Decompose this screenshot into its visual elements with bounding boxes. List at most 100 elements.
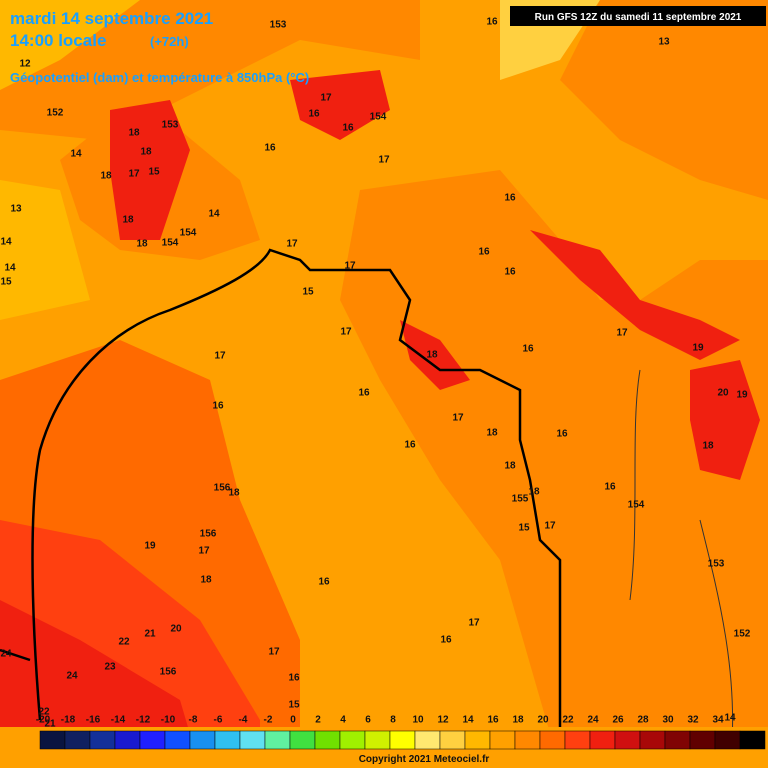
scale-swatch <box>114 730 141 750</box>
temperature-label: 17 <box>452 413 464 424</box>
temperature-label: 20 <box>170 624 182 635</box>
hot-region <box>110 100 190 240</box>
scale-swatch <box>489 730 516 750</box>
temperature-label: 22 <box>38 707 50 718</box>
temperature-label: 18 <box>528 487 540 498</box>
temperature-label: 14 <box>0 237 12 248</box>
scale-label: 14 <box>462 715 474 726</box>
scale-label: -16 <box>86 715 101 726</box>
scale-label: 26 <box>612 715 624 726</box>
geopotential-label: 153 <box>162 120 179 131</box>
temperature-label: 18 <box>128 128 140 139</box>
temperature-label: 18 <box>504 461 516 472</box>
hot-region <box>290 70 390 140</box>
geopotential-label: 154 <box>162 238 179 249</box>
scale-swatch <box>164 730 191 750</box>
scale-label: 8 <box>390 715 396 726</box>
scale-label: 2 <box>315 715 321 726</box>
hot-region <box>690 360 760 480</box>
temperature-label: 24 <box>0 649 12 660</box>
scale-swatch <box>39 730 66 750</box>
temperature-label: 16 <box>288 673 300 684</box>
scale-swatch <box>714 730 741 750</box>
scale-swatch <box>639 730 666 750</box>
scale-swatch <box>689 730 716 750</box>
scale-label: -6 <box>214 715 223 726</box>
temperature-label: 16 <box>358 388 370 399</box>
contour-line <box>0 648 31 662</box>
temperature-label: 16 <box>504 267 516 278</box>
temperature-label: 19 <box>736 390 748 401</box>
scale-swatch <box>214 730 241 750</box>
scale-label: 30 <box>662 715 674 726</box>
geopotential-label: 154 <box>628 500 645 511</box>
scale-label: 16 <box>487 715 499 726</box>
hot-region <box>400 320 470 390</box>
scale-label: 20 <box>537 715 549 726</box>
temperature-label: 18 <box>200 575 212 586</box>
hot-region <box>530 230 740 360</box>
geopotential-label: 155 <box>512 494 529 505</box>
temperature-label: 18 <box>228 488 240 499</box>
temperature-label: 18 <box>100 171 112 182</box>
temperature-label: 17 <box>286 239 298 250</box>
temperature-label: 18 <box>122 215 134 226</box>
temperature-label: 16 <box>556 429 568 440</box>
geopotential-label: 156 <box>160 667 177 678</box>
temperature-label: 18 <box>140 147 152 158</box>
temperature-label: 16 <box>318 577 330 588</box>
temperature-label: 14 <box>70 149 82 160</box>
scale-swatch <box>314 730 341 750</box>
scale-label: 10 <box>412 715 424 726</box>
scale-swatch <box>514 730 541 750</box>
temperature-label: 18 <box>136 239 148 250</box>
temperature-label: 17 <box>214 351 226 362</box>
scale-swatch <box>564 730 591 750</box>
scale-label: 18 <box>512 715 524 726</box>
scale-label: -2 <box>264 715 273 726</box>
scale-swatch <box>264 730 291 750</box>
scale-label: 12 <box>437 715 449 726</box>
hot-region <box>0 600 200 768</box>
temperature-label: 19 <box>144 541 156 552</box>
scale-swatch <box>664 730 691 750</box>
scale-label: -12 <box>136 715 151 726</box>
temperature-label: 16 <box>604 482 616 493</box>
temperature-label: 16 <box>478 247 490 258</box>
temperature-label: 18 <box>486 428 498 439</box>
scale-label: -8 <box>189 715 198 726</box>
temperature-label: 21 <box>44 719 56 730</box>
scale-swatch <box>89 730 116 750</box>
temperature-label: 13 <box>10 204 22 215</box>
header-lead: (+72h) <box>150 34 189 49</box>
temperature-label: 16 <box>486 17 498 28</box>
temperature-label: 15 <box>0 277 12 288</box>
scale-swatch <box>739 730 766 750</box>
temperature-label: 15 <box>288 700 300 711</box>
scale-swatch <box>64 730 91 750</box>
scale-label: 24 <box>587 715 599 726</box>
scale-swatch <box>614 730 641 750</box>
scale-swatch <box>539 730 566 750</box>
scale-label: -20 <box>36 715 51 726</box>
temperature-label: 14 <box>208 209 220 220</box>
temperature-label: 19 <box>692 343 704 354</box>
scale-label: -14 <box>111 715 126 726</box>
temperature-label: 17 <box>340 327 352 338</box>
temperature-label: 17 <box>268 647 280 658</box>
geopotential-label: 152 <box>47 108 64 119</box>
scale-label: 4 <box>340 715 346 726</box>
header-time: 14:00 locale <box>10 31 106 50</box>
temperature-label: 17 <box>344 261 356 272</box>
temperature-label: 24 <box>66 671 78 682</box>
scale-label: -18 <box>61 715 76 726</box>
geopotential-label: 153 <box>270 20 287 31</box>
scale-label: 34 <box>712 715 724 726</box>
temperature-label: 16 <box>440 635 452 646</box>
temperature-label: 17 <box>198 546 210 557</box>
temperature-label: 12 <box>19 59 31 70</box>
temperature-label: 16 <box>522 344 534 355</box>
temperature-label: 21 <box>144 629 156 640</box>
scale-label: -10 <box>161 715 176 726</box>
